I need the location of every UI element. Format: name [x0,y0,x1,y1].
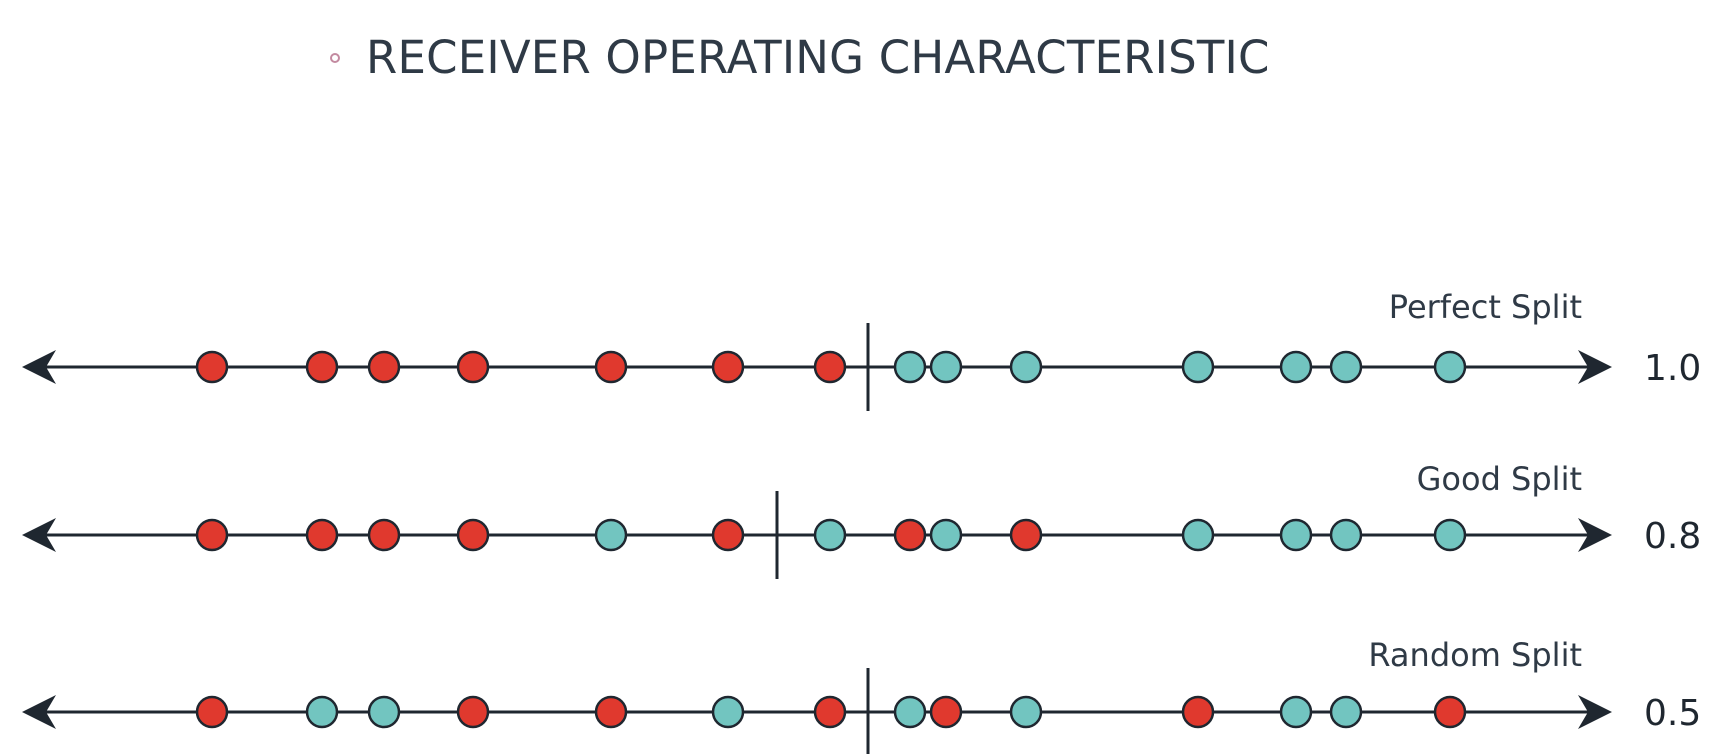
positive-point [305,695,339,729]
positive-point [1329,350,1363,384]
arrow-left-icon [22,518,56,552]
arrow-left-icon [22,695,56,729]
positive-point [813,518,847,552]
negative-point [305,518,339,552]
split-label: Good Split [1417,460,1582,498]
negative-point [594,350,628,384]
negative-point [929,695,963,729]
split-score: 0.8 [1644,516,1701,557]
negative-point [711,518,745,552]
negative-point [1009,518,1043,552]
positive-point [1009,695,1043,729]
positive-point [929,518,963,552]
negative-point [1181,695,1215,729]
positive-point [1279,695,1313,729]
negative-point [305,350,339,384]
arrow-right-icon [1578,518,1612,552]
negative-point [456,518,490,552]
negative-point [367,350,401,384]
negative-point [195,695,229,729]
positive-point [1181,350,1215,384]
negative-point [711,350,745,384]
positive-point [893,695,927,729]
positive-point [929,350,963,384]
split-score: 0.5 [1644,693,1701,734]
split-label: Random Split [1368,636,1582,674]
negative-point [195,350,229,384]
positive-point [1279,518,1313,552]
positive-point [1279,350,1313,384]
negative-point [195,518,229,552]
title-row: RECEIVER OPERATING CHARACTERISTIC [330,22,1270,92]
arrow-right-icon [1578,695,1612,729]
positive-point [1329,695,1363,729]
positive-point [1433,350,1467,384]
positive-point [1009,350,1043,384]
split-label: Perfect Split [1389,288,1582,326]
positive-point [367,695,401,729]
negative-point [893,518,927,552]
arrow-right-icon [1578,350,1612,384]
negative-point [456,695,490,729]
positive-point [711,695,745,729]
positive-point [1433,518,1467,552]
negative-point [594,695,628,729]
positive-point [1181,518,1215,552]
bullet-icon [330,53,340,63]
slide-title: RECEIVER OPERATING CHARACTERISTIC [366,30,1270,84]
negative-point [813,350,847,384]
negative-point [1433,695,1467,729]
positive-point [893,350,927,384]
split-score: 1.0 [1644,348,1701,389]
negative-point [367,518,401,552]
positive-point [594,518,628,552]
negative-point [456,350,490,384]
positive-point [1329,518,1363,552]
arrow-left-icon [22,350,56,384]
negative-point [813,695,847,729]
